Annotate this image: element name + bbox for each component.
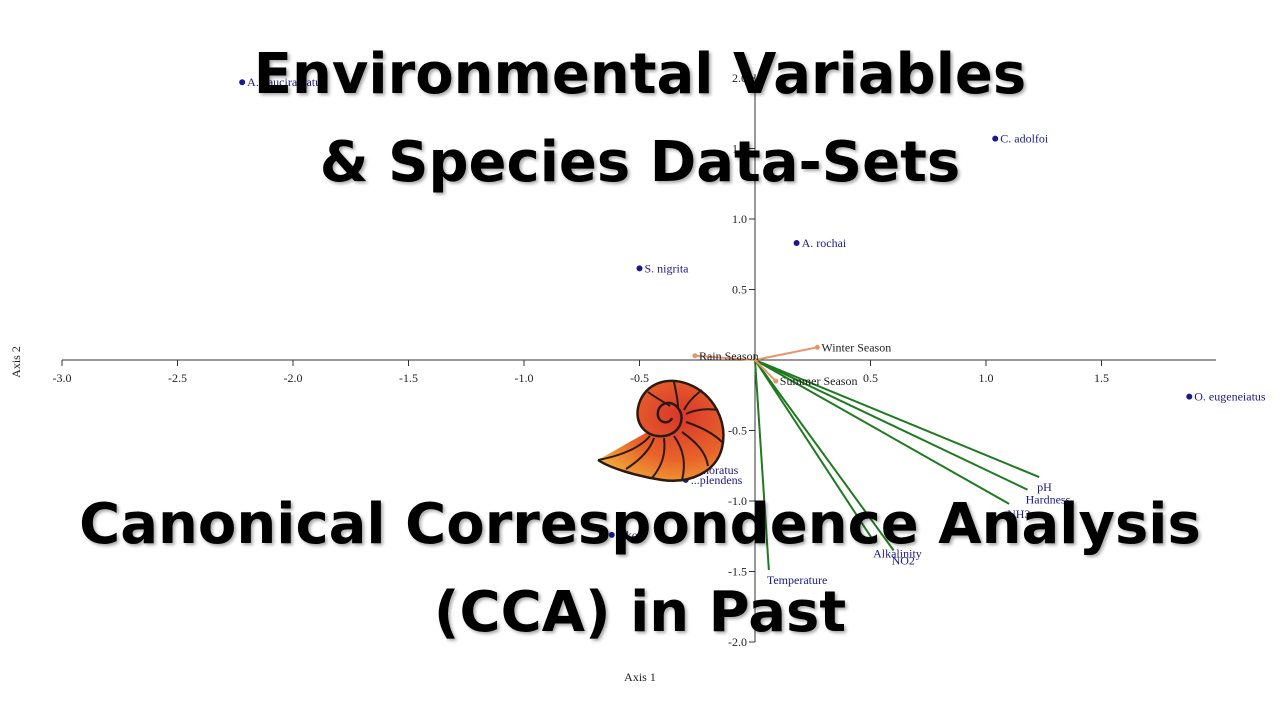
y-tick-label: 1.0 [732, 212, 747, 226]
env-vector-line [754, 359, 876, 544]
env-vector-line [754, 359, 895, 551]
species-label: C. adolfoi [1000, 132, 1049, 146]
species-point [239, 79, 246, 86]
env-vector-line [754, 359, 1010, 505]
title-line-2: & Species Data-Sets [319, 130, 961, 195]
season-label: Winter Season [821, 340, 891, 354]
y-tick-label: -0.5 [728, 424, 747, 438]
species-label: S. nigrita [645, 261, 690, 275]
species-label: ...ko [617, 528, 638, 542]
env-vector-label: Alkalinity [873, 546, 922, 560]
env-vector-line [754, 359, 1029, 491]
x-tick-label: -1.0 [515, 371, 534, 385]
env-vector-label: NO2 [892, 553, 915, 567]
species-point [1186, 393, 1193, 400]
vectors [694, 346, 1040, 571]
x-tick-label: 1.5 [1094, 371, 1109, 385]
axes: -3.0 -2.5 -2.0 -1.5 -1.0 -0.5 0.5 1.0 1.5 2.0 1.5 1… [53, 71, 1216, 649]
species-point [793, 239, 800, 246]
nautilus-shell-icon [597, 379, 725, 482]
x-tick-label: -1.5 [399, 371, 418, 385]
species-point [608, 531, 615, 538]
x-tick-label: 0.5 [863, 371, 878, 385]
species-point [992, 135, 999, 142]
species-point [636, 265, 643, 272]
species-label: ...plendens [691, 473, 743, 487]
env-vector-label: Temperature [767, 573, 827, 587]
y-tick-label: -2.0 [728, 635, 747, 649]
env-vector-label: pH [1037, 480, 1052, 494]
env-vector-label: Hardness [1026, 493, 1071, 507]
env-vector-line [754, 359, 770, 571]
season-point [692, 353, 698, 359]
y-tick-label: 1.5 [732, 142, 747, 156]
y-axis-title: Axis 2 [9, 346, 23, 378]
x-tick-label: -0.5 [630, 371, 649, 385]
season-vector-line [754, 359, 777, 382]
x-tick-label: -3.0 [53, 371, 72, 385]
x-tick-label: 1.0 [979, 371, 994, 385]
subtitle-line-2: (CCA) in Past [433, 580, 847, 645]
season-vector-line [694, 354, 756, 361]
species-label: A. pauciradiatus [247, 75, 326, 89]
env-vector-line [754, 359, 1040, 478]
env-vector-label: NH3 [1007, 507, 1030, 521]
x-tick-label: -2.5 [168, 371, 187, 385]
y-tick-label: 0.5 [732, 283, 747, 297]
y-tick-label: -1.5 [728, 565, 747, 579]
title-line-1: Environmental Variables [253, 42, 1027, 107]
season-point [814, 344, 820, 350]
species-label: O. eugeneiatus [1194, 390, 1266, 404]
season-point [773, 378, 779, 384]
x-axis-title: Axis 1 [624, 670, 656, 684]
species-label: A. rochai [802, 236, 847, 250]
y-tick-label: 2.0 [732, 71, 747, 85]
season-vector-line [754, 346, 818, 361]
season-label: Rain Season [699, 349, 759, 363]
season-label: Summer Season [780, 374, 858, 388]
subtitle-line-1: Canonical Correspondence Analysis [79, 492, 1201, 557]
x-tick-label: -2.0 [284, 371, 303, 385]
y-tick-label: -1.0 [728, 494, 747, 508]
